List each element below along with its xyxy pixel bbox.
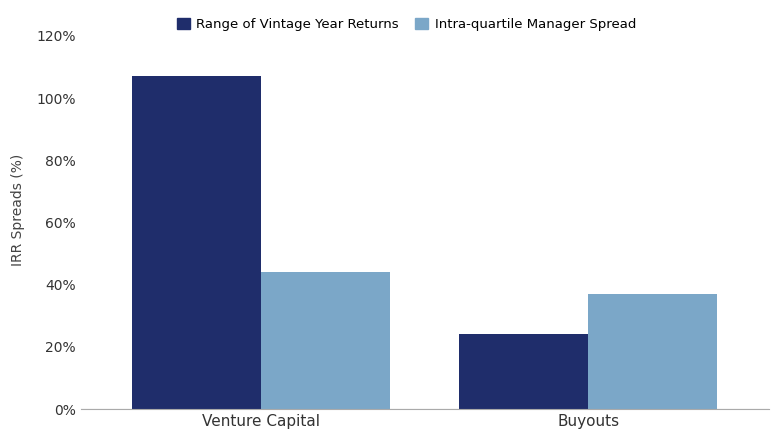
Bar [459, 334, 588, 409]
Bar [132, 77, 261, 409]
Bar [588, 294, 718, 409]
Legend: Range of Vintage Year Returns, Intra-quartile Manager Spread: Range of Vintage Year Returns, Intra-qua… [176, 18, 636, 31]
Bar [261, 272, 390, 409]
Y-axis label: IRR Spreads (%): IRR Spreads (%) [11, 154, 25, 266]
